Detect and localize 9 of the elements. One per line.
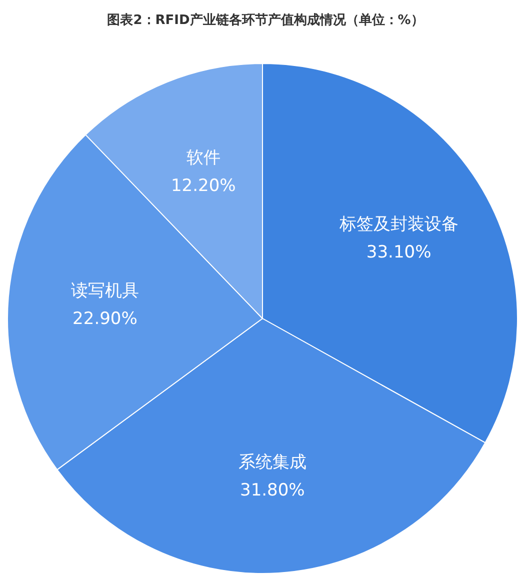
slice-label: 系统集成 [238, 452, 306, 472]
slice-label: 读写机具 [70, 281, 139, 302]
slice-label: 标签及封装设备 [338, 214, 458, 234]
chart-title: 图表2：RFID产业链各环节产值构成情况（单位：%） [107, 12, 424, 28]
data-label: 12.20% [170, 176, 236, 196]
data-label: 22.90% [72, 309, 138, 330]
data-label: 33.10% [366, 242, 432, 262]
slice-label: 软件 [186, 148, 220, 168]
data-label: 31.80% [240, 480, 305, 500]
